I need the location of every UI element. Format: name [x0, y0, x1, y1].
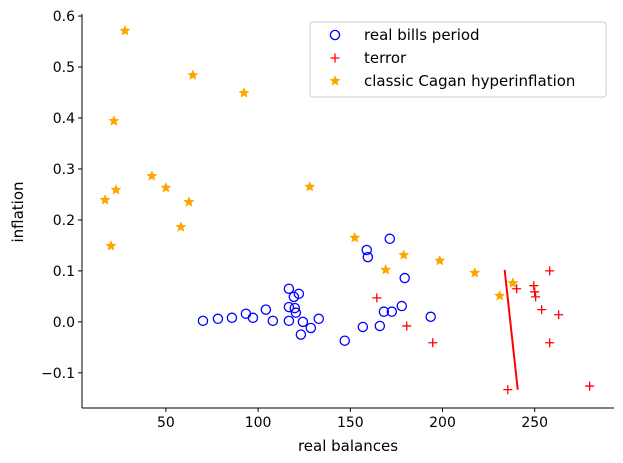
y-axis-label: inflation [9, 181, 27, 242]
terror-point [537, 305, 547, 315]
y-tick-label: 0.4 [53, 111, 75, 127]
y-tick-label: 0.6 [53, 9, 75, 25]
real-bills-point [260, 304, 272, 315]
plot-area [99, 24, 595, 395]
terror-point [529, 281, 539, 291]
terror-point [402, 321, 412, 331]
terror-point [372, 293, 382, 303]
hyperinflation-point [146, 170, 158, 181]
terror-point [585, 381, 595, 391]
hyperinflation-point [398, 249, 410, 260]
real-bills-point [283, 301, 295, 313]
y-tick-label: 0.3 [53, 162, 75, 178]
hyperinflation-point [507, 277, 519, 288]
terror-point [512, 284, 522, 294]
legend-box [309, 21, 607, 98]
hyperinflation-point [119, 24, 131, 36]
real-bills-point [247, 312, 259, 324]
real-bills-point [396, 300, 408, 312]
real-bills-point [267, 315, 279, 327]
real-bills-point [297, 316, 309, 328]
hyperinflation-point [187, 69, 199, 80]
real-bills-point [313, 313, 325, 325]
real-bills-point [293, 288, 305, 300]
real-bills-point [362, 251, 374, 263]
legend-label: classic Cagan hyperinflation [364, 72, 575, 90]
terror-point [531, 292, 541, 302]
real-bills-point [357, 321, 369, 333]
real-bills-point [295, 329, 307, 340]
x-tick-label: 100 [245, 415, 272, 431]
real-bills-point [378, 306, 390, 317]
legend-marker [329, 75, 341, 86]
legend-label: real bills period [364, 26, 480, 44]
terror-point [545, 266, 555, 276]
real-bills-point [305, 322, 317, 334]
real-bills-point [197, 315, 209, 327]
hyperinflation-point [380, 264, 392, 275]
real-bills-point [339, 335, 351, 346]
x-tick-label: 150 [337, 415, 364, 431]
fit-line [503, 269, 519, 390]
y-tick-label: 0.0 [53, 315, 75, 331]
real-bills-point [283, 283, 295, 294]
legend-label: terror [364, 49, 407, 67]
x-tick-label: 200 [429, 415, 456, 431]
real-bills-point [283, 315, 295, 327]
terror-point [503, 385, 513, 395]
legend-marker [330, 53, 340, 63]
y-tick-label: 0.1 [53, 264, 75, 280]
real-bills-point [361, 244, 372, 256]
hyperinflation-point [105, 240, 117, 251]
hyperinflation-point [304, 180, 316, 192]
hyperinflation-point [434, 254, 446, 266]
hyperinflation-point [494, 290, 506, 301]
legend: real bills period terror classic Cagan hyp… [309, 21, 607, 98]
y-tick-label: 0.5 [53, 60, 75, 76]
real-bills-point [289, 302, 301, 314]
terror-point [530, 287, 540, 297]
real-bills-point [240, 308, 252, 319]
hyperinflation-point [108, 115, 120, 126]
hyperinflation-point [238, 87, 250, 98]
x-tick-label: 250 [521, 415, 548, 431]
x-tick-label: 50 [157, 415, 175, 431]
hyperinflation-point [183, 196, 195, 207]
hyperinflation-point [160, 181, 172, 193]
real-bills-point [212, 313, 224, 325]
legend-marker [329, 29, 341, 41]
terror-point [545, 338, 555, 348]
real-bills-point [290, 307, 302, 318]
real-bills-point [374, 320, 386, 332]
hyperinflation-point [175, 221, 187, 232]
hyperinflation-point [349, 231, 361, 243]
real-bills-point [226, 312, 238, 324]
terror-point [428, 338, 438, 348]
hyperinflation-point [469, 267, 481, 278]
real-bills-point [399, 272, 410, 284]
terror-point [554, 310, 564, 320]
real-bills-point [384, 233, 396, 245]
y-tick-label: −0.1 [41, 366, 75, 382]
hyperinflation-point [110, 183, 122, 195]
x-axis-label: real balances [298, 437, 398, 455]
y-tick-label: 0.2 [53, 213, 75, 229]
hyperinflation-point [99, 194, 111, 205]
real-bills-point [386, 306, 398, 317]
real-bills-point [425, 311, 436, 323]
